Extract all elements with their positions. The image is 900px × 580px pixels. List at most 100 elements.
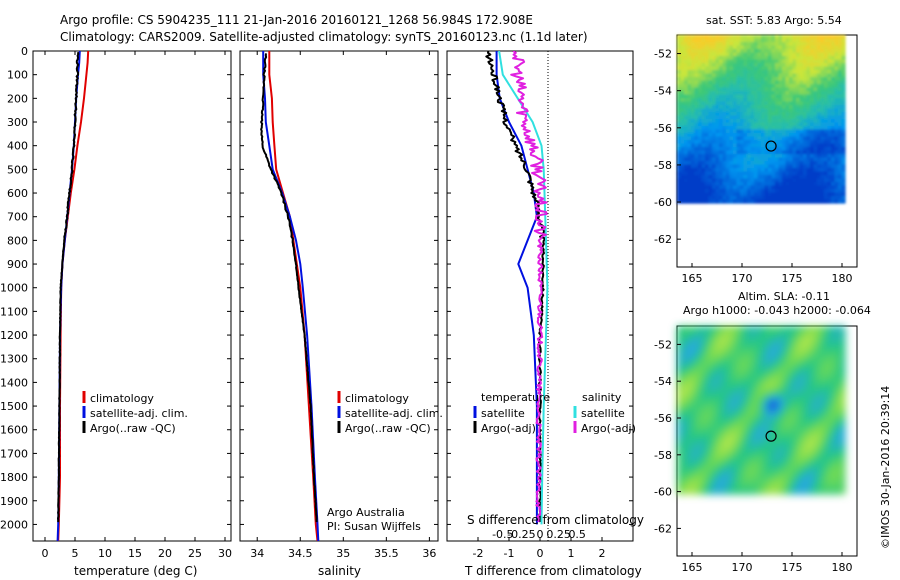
heatmap-cell — [827, 343, 832, 348]
heatmap-cell — [684, 171, 689, 176]
heatmap-cell — [736, 49, 741, 54]
heatmap-cell — [754, 403, 759, 408]
heatmap-cell — [694, 73, 699, 78]
heatmap-cell — [750, 122, 755, 127]
heatmap-cell — [778, 196, 783, 201]
heatmap-cell — [764, 42, 769, 47]
heatmap-cell — [792, 403, 797, 408]
heatmap-cell — [680, 192, 685, 197]
heatmap-cell — [705, 427, 710, 432]
heatmap-cell — [831, 35, 836, 40]
heatmap-cell — [810, 490, 815, 495]
series-line-climatology — [268, 51, 319, 541]
heatmap-cell — [740, 424, 745, 429]
heatmap-cell — [813, 368, 818, 373]
heatmap-cell — [729, 350, 734, 355]
heatmap-cell — [792, 77, 797, 82]
heatmap-cell — [757, 42, 762, 47]
heatmap-cell — [677, 38, 682, 43]
heatmap-cell — [778, 434, 783, 439]
heatmap-cell — [785, 476, 790, 481]
heatmap-cell — [824, 150, 829, 155]
heatmap-cell — [712, 196, 717, 201]
heatmap-cell — [694, 94, 699, 99]
heatmap-cell — [680, 431, 685, 436]
heatmap-cell — [736, 73, 741, 78]
heatmap-cell — [743, 150, 748, 155]
heatmap-cell — [740, 368, 745, 373]
heatmap-cell — [789, 385, 794, 390]
heatmap-cell — [708, 476, 713, 481]
heatmap-cell — [701, 112, 706, 117]
heatmap-cell — [677, 438, 682, 443]
heatmap-cell — [743, 129, 748, 134]
heatmap-cell — [684, 168, 689, 173]
heatmap-cell — [736, 382, 741, 387]
heatmap-cell — [820, 122, 825, 127]
heatmap-cell — [691, 199, 696, 204]
heatmap-cell — [810, 66, 815, 71]
heatmap-cell — [722, 108, 727, 113]
heatmap-cell — [747, 490, 752, 495]
heatmap-cell — [743, 434, 748, 439]
heatmap-cell — [792, 189, 797, 194]
heatmap-cell — [782, 452, 787, 457]
heatmap-cell — [708, 38, 713, 43]
heatmap-cell — [785, 368, 790, 373]
heatmap-cell — [701, 445, 706, 450]
heatmap-cell — [691, 441, 696, 446]
heatmap-cell — [838, 424, 843, 429]
heatmap-cell — [799, 476, 804, 481]
heatmap-cell — [712, 98, 717, 103]
heatmap-cell — [820, 157, 825, 162]
heatmap-cell — [785, 133, 790, 138]
depth-tick-label: 500 — [7, 163, 28, 176]
heatmap-cell — [677, 431, 682, 436]
heatmap-cell — [813, 406, 818, 411]
heatmap-cell — [796, 119, 801, 124]
heatmap-cell — [817, 115, 822, 120]
heatmap-cell — [824, 399, 829, 404]
heatmap-cell — [691, 455, 696, 460]
heatmap-cell — [824, 38, 829, 43]
heatmap-cell — [792, 98, 797, 103]
heatmap-cell — [719, 375, 724, 380]
heatmap-cell — [817, 466, 822, 471]
heatmap-cell — [687, 94, 692, 99]
heatmap-cell — [785, 122, 790, 127]
heatmap-cell — [705, 399, 710, 404]
heatmap-cell — [810, 459, 815, 464]
heatmap-cell — [736, 161, 741, 166]
heatmap-cell — [726, 343, 731, 348]
heatmap-cell — [838, 455, 843, 460]
heatmap-cell — [701, 147, 706, 152]
heatmap-cell — [778, 427, 783, 432]
heatmap-cell — [687, 480, 692, 485]
heatmap-cell — [677, 150, 682, 155]
heatmap-cell — [810, 122, 815, 127]
heatmap-cell — [729, 406, 734, 411]
heatmap-cell — [715, 490, 720, 495]
heatmap-cell — [708, 42, 713, 47]
heatmap-cell — [750, 189, 755, 194]
heatmap-cell — [705, 434, 710, 439]
heatmap-cell — [803, 63, 808, 68]
heatmap-cell — [754, 343, 759, 348]
heatmap-cell — [680, 378, 685, 383]
heatmap-cell — [684, 108, 689, 113]
heatmap-cell — [796, 392, 801, 397]
heatmap-cell — [677, 441, 682, 446]
heatmap-cell — [827, 427, 832, 432]
heatmap-cell — [726, 101, 731, 106]
heatmap-cell — [817, 66, 822, 71]
heatmap-cell — [698, 434, 703, 439]
heatmap-cell — [768, 354, 773, 359]
heatmap-cell — [726, 459, 731, 464]
heatmap-cell — [712, 182, 717, 187]
heatmap-cell — [733, 480, 738, 485]
heatmap-cell — [712, 129, 717, 134]
heatmap-cell — [677, 476, 682, 481]
heatmap-cell — [729, 455, 734, 460]
heatmap-cell — [806, 56, 811, 61]
heatmap-cell — [698, 329, 703, 334]
